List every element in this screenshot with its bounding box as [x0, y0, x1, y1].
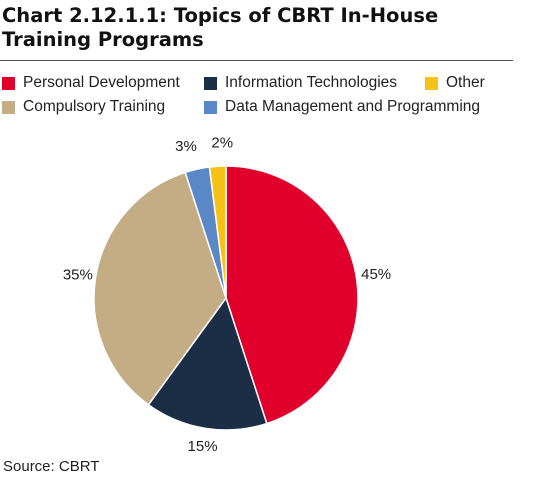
chart-title: Chart 2.12.1.1: Topics of CBRT In-House …	[2, 4, 439, 51]
legend-label: Personal Development	[23, 74, 180, 91]
legend-swatch	[2, 100, 15, 114]
legend-swatch	[2, 76, 15, 90]
legend-item-information-technologies: Information Technologies	[204, 74, 397, 92]
title-divider	[0, 60, 513, 61]
chart-legend: Personal Development Information Technol…	[0, 70, 556, 126]
data-label: 35%	[63, 267, 93, 284]
legend-item-personal-development: Personal Development	[2, 74, 180, 92]
legend-label: Compulsory Training	[23, 98, 166, 115]
data-label: 2%	[211, 134, 233, 151]
legend-label: Other	[446, 74, 485, 91]
data-label: 15%	[188, 438, 218, 455]
legend-swatch	[425, 76, 438, 90]
legend-item-data-management: Data Management and Programming	[204, 98, 480, 116]
pie-slice-other	[208, 165, 227, 299]
legend-label: Information Technologies	[225, 74, 398, 91]
data-label: 3%	[175, 138, 197, 155]
legend-item-compulsory-training: Compulsory Training	[2, 98, 165, 116]
legend-swatch	[204, 76, 217, 90]
pie-slice-compulsory-training	[93, 171, 227, 406]
legend-label: Data Management and Programming	[225, 98, 481, 115]
legend-swatch	[204, 100, 217, 114]
legend-item-other: Other	[425, 74, 485, 92]
data-label: 45%	[361, 266, 391, 283]
pie-slice-personal-development	[225, 165, 359, 425]
source-note: Source: CBRT	[3, 458, 100, 475]
pie-chart: 45% 15% 35% 3% 2%	[63, 134, 391, 455]
pie-slice-information-technologies	[147, 296, 268, 431]
